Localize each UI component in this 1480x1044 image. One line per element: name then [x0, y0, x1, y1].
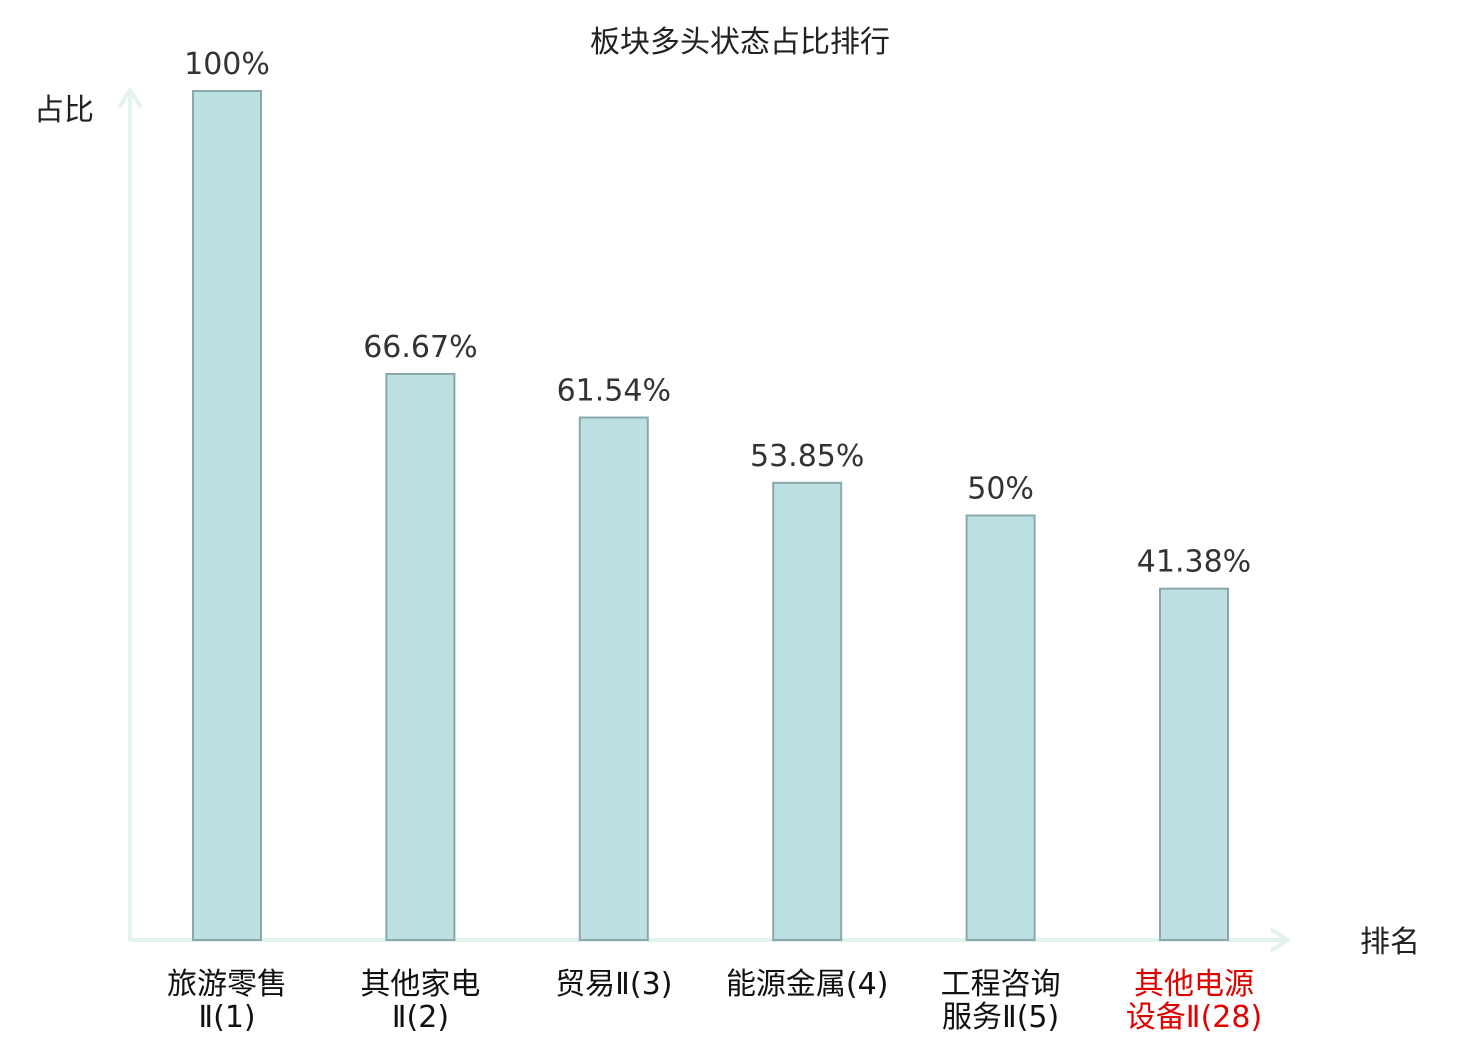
category-label-line: 工程咨询 — [941, 967, 1061, 1002]
x-axis-arrowhead — [1270, 928, 1290, 952]
category-label-line: 设备Ⅱ(28) — [1126, 1000, 1262, 1035]
category-label: 贸易Ⅱ(3) — [555, 967, 672, 1002]
category-label-line: 服务Ⅱ(5) — [942, 1000, 1059, 1035]
value-label: 50% — [967, 472, 1034, 507]
category-label-line: Ⅱ(1) — [198, 1000, 255, 1035]
category-label-line: 能源金属(4) — [726, 967, 889, 1002]
bars-group — [192, 90, 1229, 942]
bar — [772, 481, 843, 941]
x-axis-label: 排名 — [1360, 925, 1420, 960]
category-label-line: 其他电源 — [1134, 967, 1254, 1002]
bar — [578, 416, 649, 941]
category-label: 其他电源设备Ⅱ(28) — [1126, 967, 1262, 1035]
value-label: 41.38% — [1137, 545, 1251, 580]
category-label: 其他家电 Ⅱ(2) — [360, 967, 480, 1035]
bar — [385, 372, 456, 942]
value-label: 100% — [184, 47, 270, 82]
category-label: 旅游零售 Ⅱ(1) — [167, 967, 287, 1035]
value-label: 61.54% — [557, 374, 671, 409]
category-label: 工程咨询服务Ⅱ(5) — [941, 967, 1061, 1035]
chart-title: 板块多头状态占比排行 — [590, 25, 890, 60]
value-labels-group: 100% 66.67% 61.54% 53.85% 50% 41.38% — [184, 47, 1251, 580]
value-label: 53.85% — [750, 439, 864, 474]
category-label-line: Ⅱ(2) — [392, 1000, 449, 1035]
category-label-line: 贸易Ⅱ(3) — [555, 967, 672, 1002]
category-label-line: 旅游零售 — [167, 967, 287, 1002]
value-label: 66.67% — [363, 330, 477, 365]
y-axis-arrowhead — [118, 88, 142, 108]
bar — [192, 90, 262, 941]
category-labels-group: 旅游零售 Ⅱ(1) 其他家电 Ⅱ(2) 贸易Ⅱ(3) 能源金属(4) 工程咨询服务Ⅱ(5) 其… — [167, 967, 1262, 1035]
bar — [965, 514, 1036, 941]
category-label: 能源金属(4) — [726, 967, 889, 1002]
bar — [1159, 587, 1229, 941]
axes — [118, 88, 1290, 952]
category-label-line: 其他家电 — [360, 967, 480, 1002]
y-axis-label: 占比 — [34, 93, 94, 128]
